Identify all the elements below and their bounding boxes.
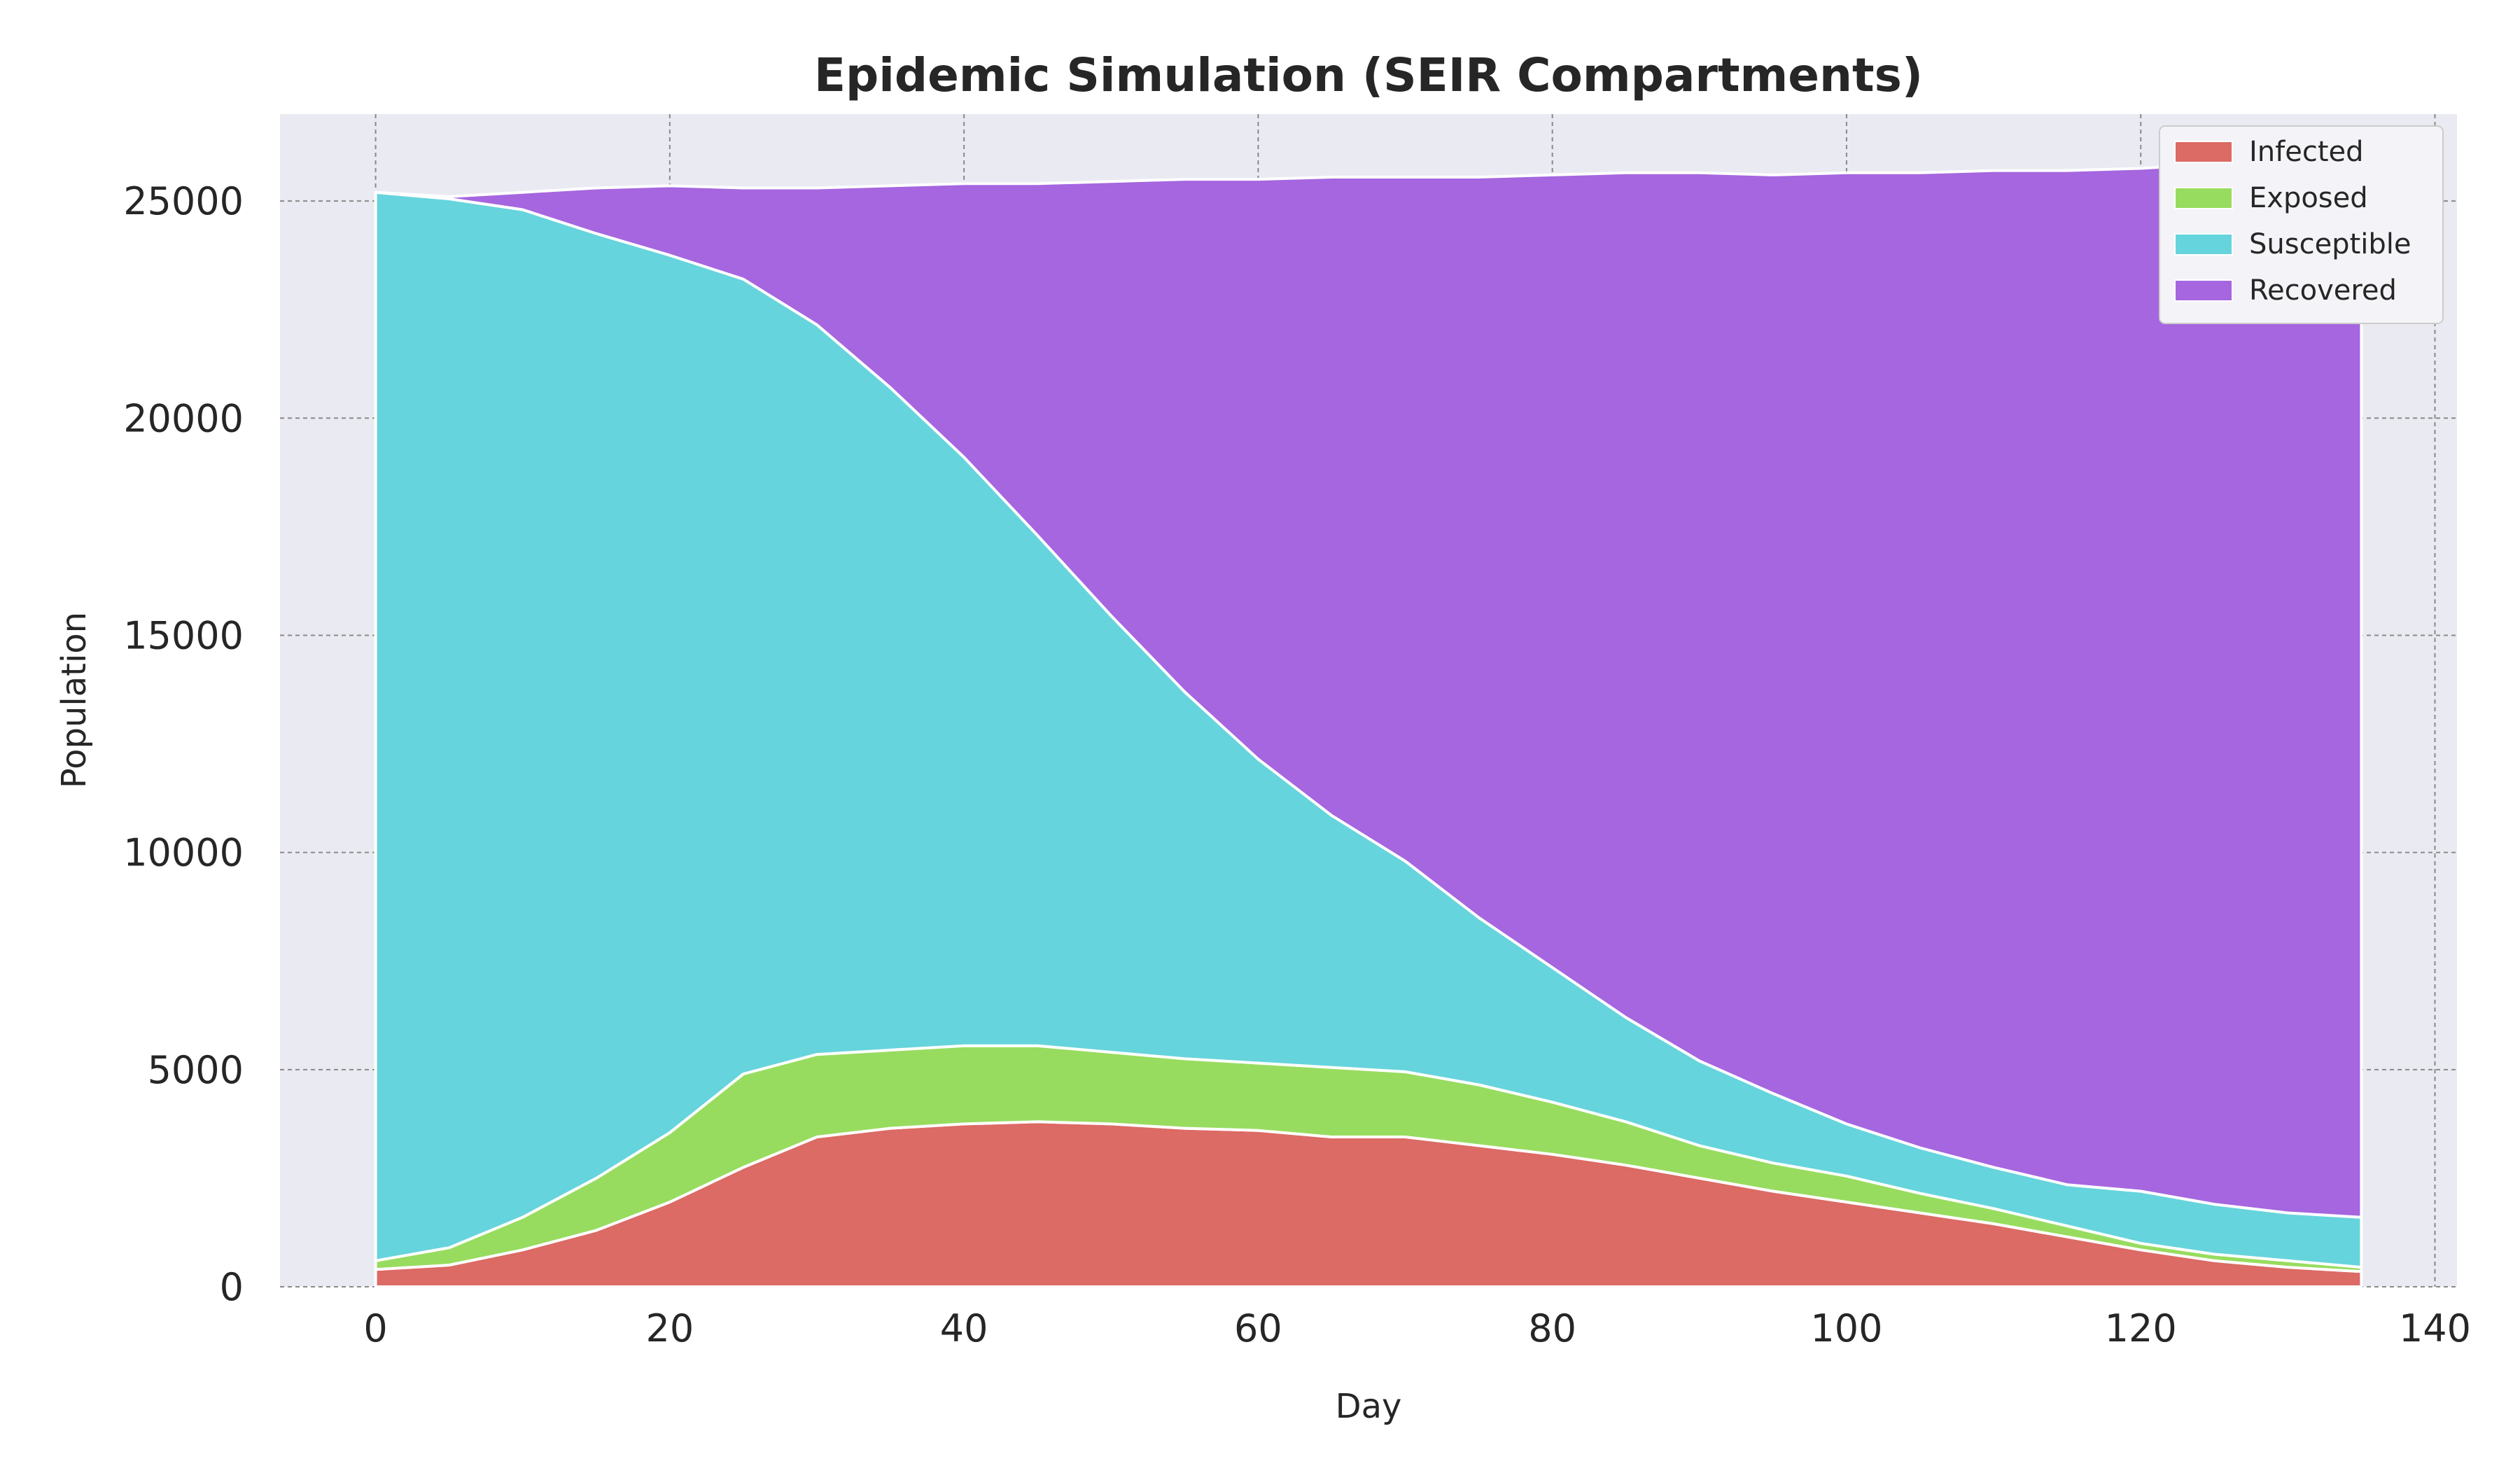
y-tick-label: 5000 (148, 1048, 244, 1092)
x-axis-label: Day (1336, 1387, 1402, 1426)
y-tick-label: 0 (220, 1265, 244, 1309)
x-tick-label: 60 (1234, 1306, 1282, 1350)
legend-label-exposed: Exposed (2249, 182, 2368, 214)
x-tick-label: 40 (940, 1306, 988, 1350)
x-tick-label: 100 (1810, 1306, 1882, 1350)
y-tick-label: 20000 (123, 396, 244, 440)
y-tick-label: 15000 (123, 613, 244, 657)
x-tick-label: 20 (645, 1306, 694, 1350)
legend: Infected Exposed Susceptible Recovered (2159, 125, 2444, 324)
chart-title: Epidemic Simulation (SEIR Compartments) (814, 48, 1923, 102)
axes: 0 20 40 60 80 100 120 140 0 5000 10000 15000 20000 25… (123, 179, 2471, 1350)
y-tick-label: 10000 (123, 831, 244, 875)
legend-label-susceptible: Susceptible (2249, 228, 2411, 260)
legend-label-recovered: Recovered (2249, 274, 2397, 307)
legend-label-infected: Infected (2249, 136, 2364, 168)
legend-swatch-exposed (2174, 187, 2233, 209)
legend-swatch-recovered (2174, 279, 2233, 302)
y-axis-label: Population (55, 612, 94, 788)
legend-swatch-susceptible (2174, 233, 2233, 256)
x-tick-label: 120 (2105, 1306, 2177, 1350)
x-tick-label: 140 (2399, 1306, 2471, 1350)
x-tick-label: 80 (1528, 1306, 1576, 1350)
legend-swatch-infected (2174, 141, 2233, 163)
area-recovered (374, 162, 2363, 1219)
legend-box (2159, 125, 2444, 324)
y-tick-label: 25000 (123, 179, 244, 223)
series-areas (374, 162, 2363, 1288)
x-tick-label: 0 (363, 1306, 387, 1350)
